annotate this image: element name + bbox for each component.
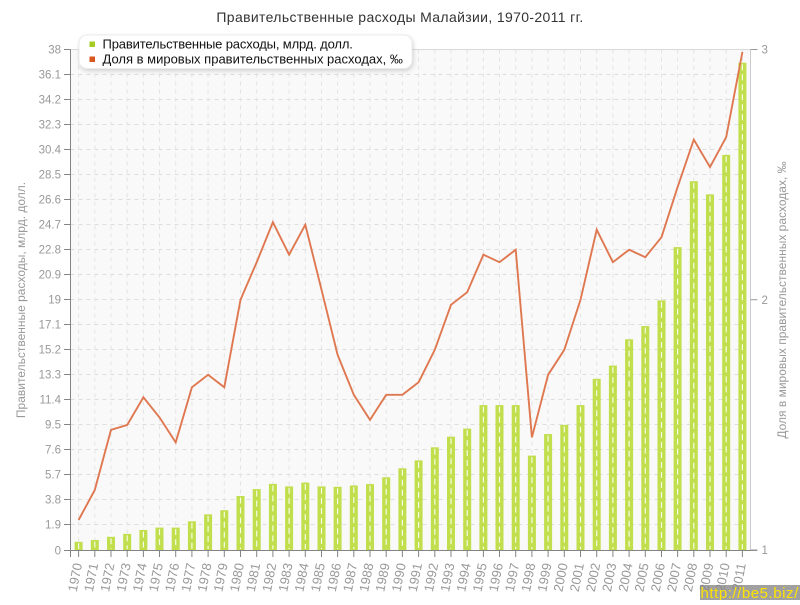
svg-text:2011: 2011	[729, 562, 749, 592]
svg-text:24.7: 24.7	[39, 220, 61, 232]
svg-text:20.9: 20.9	[39, 270, 61, 282]
svg-text:http://be5.biz/: http://be5.biz/	[701, 585, 800, 600]
svg-text:1973: 1973	[113, 562, 133, 593]
svg-text:1980: 1980	[227, 562, 247, 593]
svg-text:Правительственные расходы Мала: Правительственные расходы Малайзии, 1970…	[216, 9, 583, 25]
svg-text:Доля в мировых правительственн: Доля в мировых правительственных расхода…	[775, 161, 789, 438]
svg-text:1995: 1995	[470, 562, 490, 593]
svg-text:17.1: 17.1	[39, 320, 61, 332]
svg-text:1992: 1992	[421, 562, 441, 593]
svg-text:2003: 2003	[599, 562, 619, 593]
svg-text:1990: 1990	[389, 562, 409, 593]
svg-text:36.1: 36.1	[39, 70, 61, 82]
svg-text:1986: 1986	[324, 562, 344, 593]
svg-text:26.6: 26.6	[39, 195, 61, 207]
svg-text:1991: 1991	[405, 562, 425, 593]
svg-text:2005: 2005	[632, 562, 652, 593]
svg-text:3: 3	[762, 45, 768, 57]
svg-text:2000: 2000	[551, 562, 571, 593]
svg-text:1985: 1985	[308, 562, 328, 593]
svg-text:1979: 1979	[211, 562, 231, 593]
svg-text:1998: 1998	[518, 562, 538, 593]
svg-text:Правительственные расходы, млр: Правительственные расходы, млрд. долл.	[14, 182, 28, 418]
svg-text:15.2: 15.2	[39, 345, 61, 357]
svg-text:1: 1	[762, 545, 768, 557]
svg-text:1982: 1982	[259, 562, 279, 593]
svg-text:32.3: 32.3	[39, 120, 61, 132]
svg-text:1987: 1987	[340, 562, 360, 593]
svg-text:1975: 1975	[146, 562, 166, 593]
svg-text:2006: 2006	[648, 562, 668, 593]
svg-text:2002: 2002	[583, 562, 603, 593]
svg-text:1971: 1971	[81, 562, 101, 593]
svg-text:1984: 1984	[292, 562, 312, 593]
svg-text:9.5: 9.5	[45, 420, 61, 432]
svg-text:1970: 1970	[65, 562, 85, 593]
svg-text:5.7: 5.7	[45, 470, 61, 482]
svg-text:38: 38	[48, 45, 61, 57]
svg-text:34.2: 34.2	[39, 95, 61, 107]
svg-text:1996: 1996	[486, 562, 506, 593]
svg-text:1988: 1988	[356, 562, 376, 593]
svg-text:1994: 1994	[453, 562, 473, 593]
svg-text:2004: 2004	[615, 562, 635, 593]
svg-text:1989: 1989	[372, 562, 392, 593]
svg-text:1978: 1978	[194, 562, 214, 593]
svg-text:Доля в мировых правительственн: Доля в мировых правительственных расхода…	[103, 52, 403, 67]
svg-text:22.8: 22.8	[39, 245, 61, 257]
svg-text:0: 0	[55, 546, 61, 558]
svg-text:1997: 1997	[502, 562, 522, 593]
svg-text:2008: 2008	[680, 562, 700, 593]
svg-text:28.5: 28.5	[39, 170, 61, 182]
svg-text:1983: 1983	[275, 562, 295, 593]
svg-text:11.4: 11.4	[39, 395, 61, 407]
svg-text:19: 19	[48, 295, 61, 307]
svg-text:2: 2	[762, 295, 768, 307]
svg-text:2001: 2001	[567, 562, 587, 593]
svg-text:30.4: 30.4	[39, 145, 62, 157]
svg-text:2007: 2007	[664, 562, 684, 593]
svg-text:1.9: 1.9	[45, 520, 61, 532]
svg-text:1977: 1977	[178, 562, 198, 593]
svg-text:1972: 1972	[97, 562, 117, 593]
svg-text:3.8: 3.8	[45, 495, 61, 507]
svg-text:7.6: 7.6	[45, 445, 61, 457]
svg-text:Правительственные расходы, млр: Правительственные расходы, млрд. долл.	[103, 37, 353, 52]
svg-text:1976: 1976	[162, 562, 182, 593]
svg-text:1993: 1993	[437, 562, 457, 593]
svg-text:1981: 1981	[243, 562, 263, 593]
svg-text:13.3: 13.3	[39, 370, 61, 382]
svg-text:1999: 1999	[534, 562, 554, 593]
svg-text:1974: 1974	[130, 562, 150, 593]
